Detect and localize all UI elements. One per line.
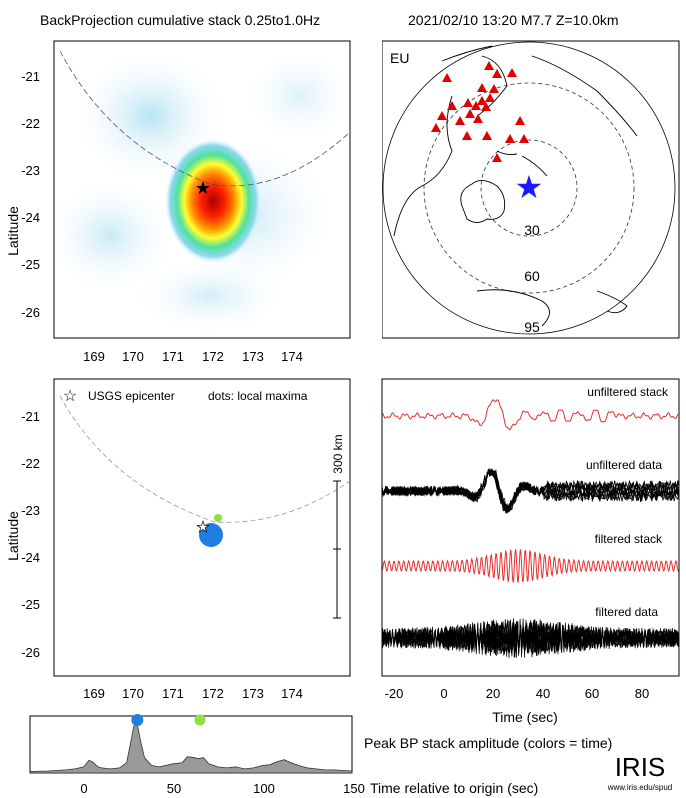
- maxima-yticks: -21 -22 -23 -24 -25 -26: [21, 409, 40, 660]
- amplitude-peaks: [131, 714, 206, 726]
- ytick: -24: [21, 550, 40, 565]
- amplitude-panel: 0 50 100 150 Peak BP stack amplitude (co…: [29, 714, 672, 796]
- maxima-ylabel: Latitude: [5, 511, 21, 561]
- label-filtered-data: filtered data: [595, 605, 658, 619]
- ytick: -23: [21, 503, 40, 518]
- peak-dot: [194, 714, 206, 726]
- peak-dot: [131, 714, 144, 726]
- ytick: -26: [21, 305, 40, 320]
- amplitude-xlabel: Time relative to origin (sec): [370, 780, 538, 796]
- great-circle-arc: [59, 395, 351, 523]
- xtick: 0: [440, 686, 447, 701]
- globe-panel: ★ EU 30 60 95: [382, 40, 680, 339]
- xtick: 50: [167, 781, 181, 796]
- legend-star-icon: ☆: [63, 388, 77, 405]
- xtick: 169: [83, 686, 105, 701]
- xtick: 170: [122, 686, 144, 701]
- filtered-stack-trace: [382, 549, 679, 583]
- logo-url: www.iris.edu/spud: [607, 783, 672, 792]
- xtick: 40: [536, 686, 550, 701]
- xtick: 80: [635, 686, 649, 701]
- unfiltered-stack-trace: [382, 399, 679, 431]
- xtick: 150: [343, 781, 365, 796]
- xtick: 174: [281, 349, 303, 364]
- scale-bar-label: 300 km: [331, 434, 345, 473]
- ytick: -22: [21, 116, 40, 131]
- station-markers: [431, 61, 529, 162]
- xtick: 0: [80, 781, 87, 796]
- label-unfiltered-stack: unfiltered stack: [587, 385, 669, 399]
- heatmap-field: [54, 41, 350, 338]
- xtick: 20: [486, 686, 500, 701]
- xtick: 173: [242, 686, 264, 701]
- heatmap-ylabel: Latitude: [5, 206, 21, 256]
- ytick: -25: [21, 257, 40, 272]
- ytick: -22: [21, 456, 40, 471]
- filtered-data-trace: [382, 619, 679, 658]
- left-title: BackProjection cumulative stack 0.25to1.…: [40, 12, 321, 28]
- logo-text: IRIS: [615, 752, 666, 782]
- heatmap-epicenter-star: ★: [195, 178, 211, 198]
- epicenter-star: ★: [196, 519, 209, 536]
- amplitude-title: Peak BP stack amplitude (colors = time): [364, 735, 612, 751]
- heatmap-yticks: -21 -22 -23 -24 -25 -26: [21, 69, 40, 320]
- xtick: 170: [122, 349, 144, 364]
- traces-panel: unfiltered stack unfiltered data filtere…: [381, 378, 680, 725]
- legend-dots-label: dots: local maxima: [208, 389, 308, 403]
- unfiltered-data-traces: [382, 467, 679, 514]
- unfiltered-data-trace: [382, 469, 679, 514]
- unfiltered-data-trace: [382, 469, 679, 514]
- coastlines: [393, 45, 638, 327]
- ring-60: [423, 82, 635, 294]
- ring-30: [480, 139, 578, 237]
- label-filtered-stack: filtered stack: [595, 532, 663, 546]
- ring-label-30: 30: [524, 222, 540, 238]
- right-title: 2021/02/10 13:20 M7.7 Z=10.0km: [408, 12, 619, 28]
- network-label: EU: [390, 50, 409, 66]
- traces-xlabel: Time (sec): [492, 709, 558, 725]
- xtick: 100: [253, 781, 275, 796]
- traces-xticks: -20 0 20 40 60 80: [385, 686, 650, 701]
- ring-label-95: 95: [524, 319, 540, 335]
- heatmap-xticks: 169 170 171 172 173 174: [83, 349, 303, 364]
- xtick: 173: [242, 349, 264, 364]
- ytick: -23: [21, 163, 40, 178]
- legend-star-label: USGS epicenter: [88, 389, 175, 403]
- scale-bar: [333, 480, 341, 619]
- ytick: -24: [21, 210, 40, 225]
- heatmap-panel: ★ -21 -22 -23 -24 -25 -26 169 170 171 17…: [5, 40, 351, 364]
- xtick: -20: [385, 686, 404, 701]
- label-unfiltered-data: unfiltered data: [586, 458, 662, 472]
- xtick: 172: [202, 686, 224, 701]
- amplitude-xticks: 0 50 100 150: [80, 781, 364, 796]
- xtick: 60: [585, 686, 599, 701]
- maxima-xticks: 169 170 171 172 173 174: [83, 686, 303, 701]
- xtick: 171: [162, 686, 184, 701]
- ytick: -25: [21, 597, 40, 612]
- ytick: -21: [21, 409, 40, 424]
- ytick: -21: [21, 69, 40, 84]
- amplitude-area: [29, 724, 353, 774]
- epicenter-star: ★: [515, 169, 544, 205]
- globe-outline: [382, 41, 676, 335]
- ring-label-60: 60: [524, 268, 540, 284]
- maximum-dot-blue: [199, 523, 223, 547]
- filtered-data-traces: [382, 618, 679, 658]
- xtick: 174: [281, 686, 303, 701]
- maxima-panel: ☆ USGS epicenter dots: local maxima ★ 30…: [5, 378, 351, 701]
- ytick: -26: [21, 645, 40, 660]
- xtick: 172: [202, 349, 224, 364]
- xtick: 169: [83, 349, 105, 364]
- maximum-dot-green: [214, 514, 222, 522]
- xtick: 171: [162, 349, 184, 364]
